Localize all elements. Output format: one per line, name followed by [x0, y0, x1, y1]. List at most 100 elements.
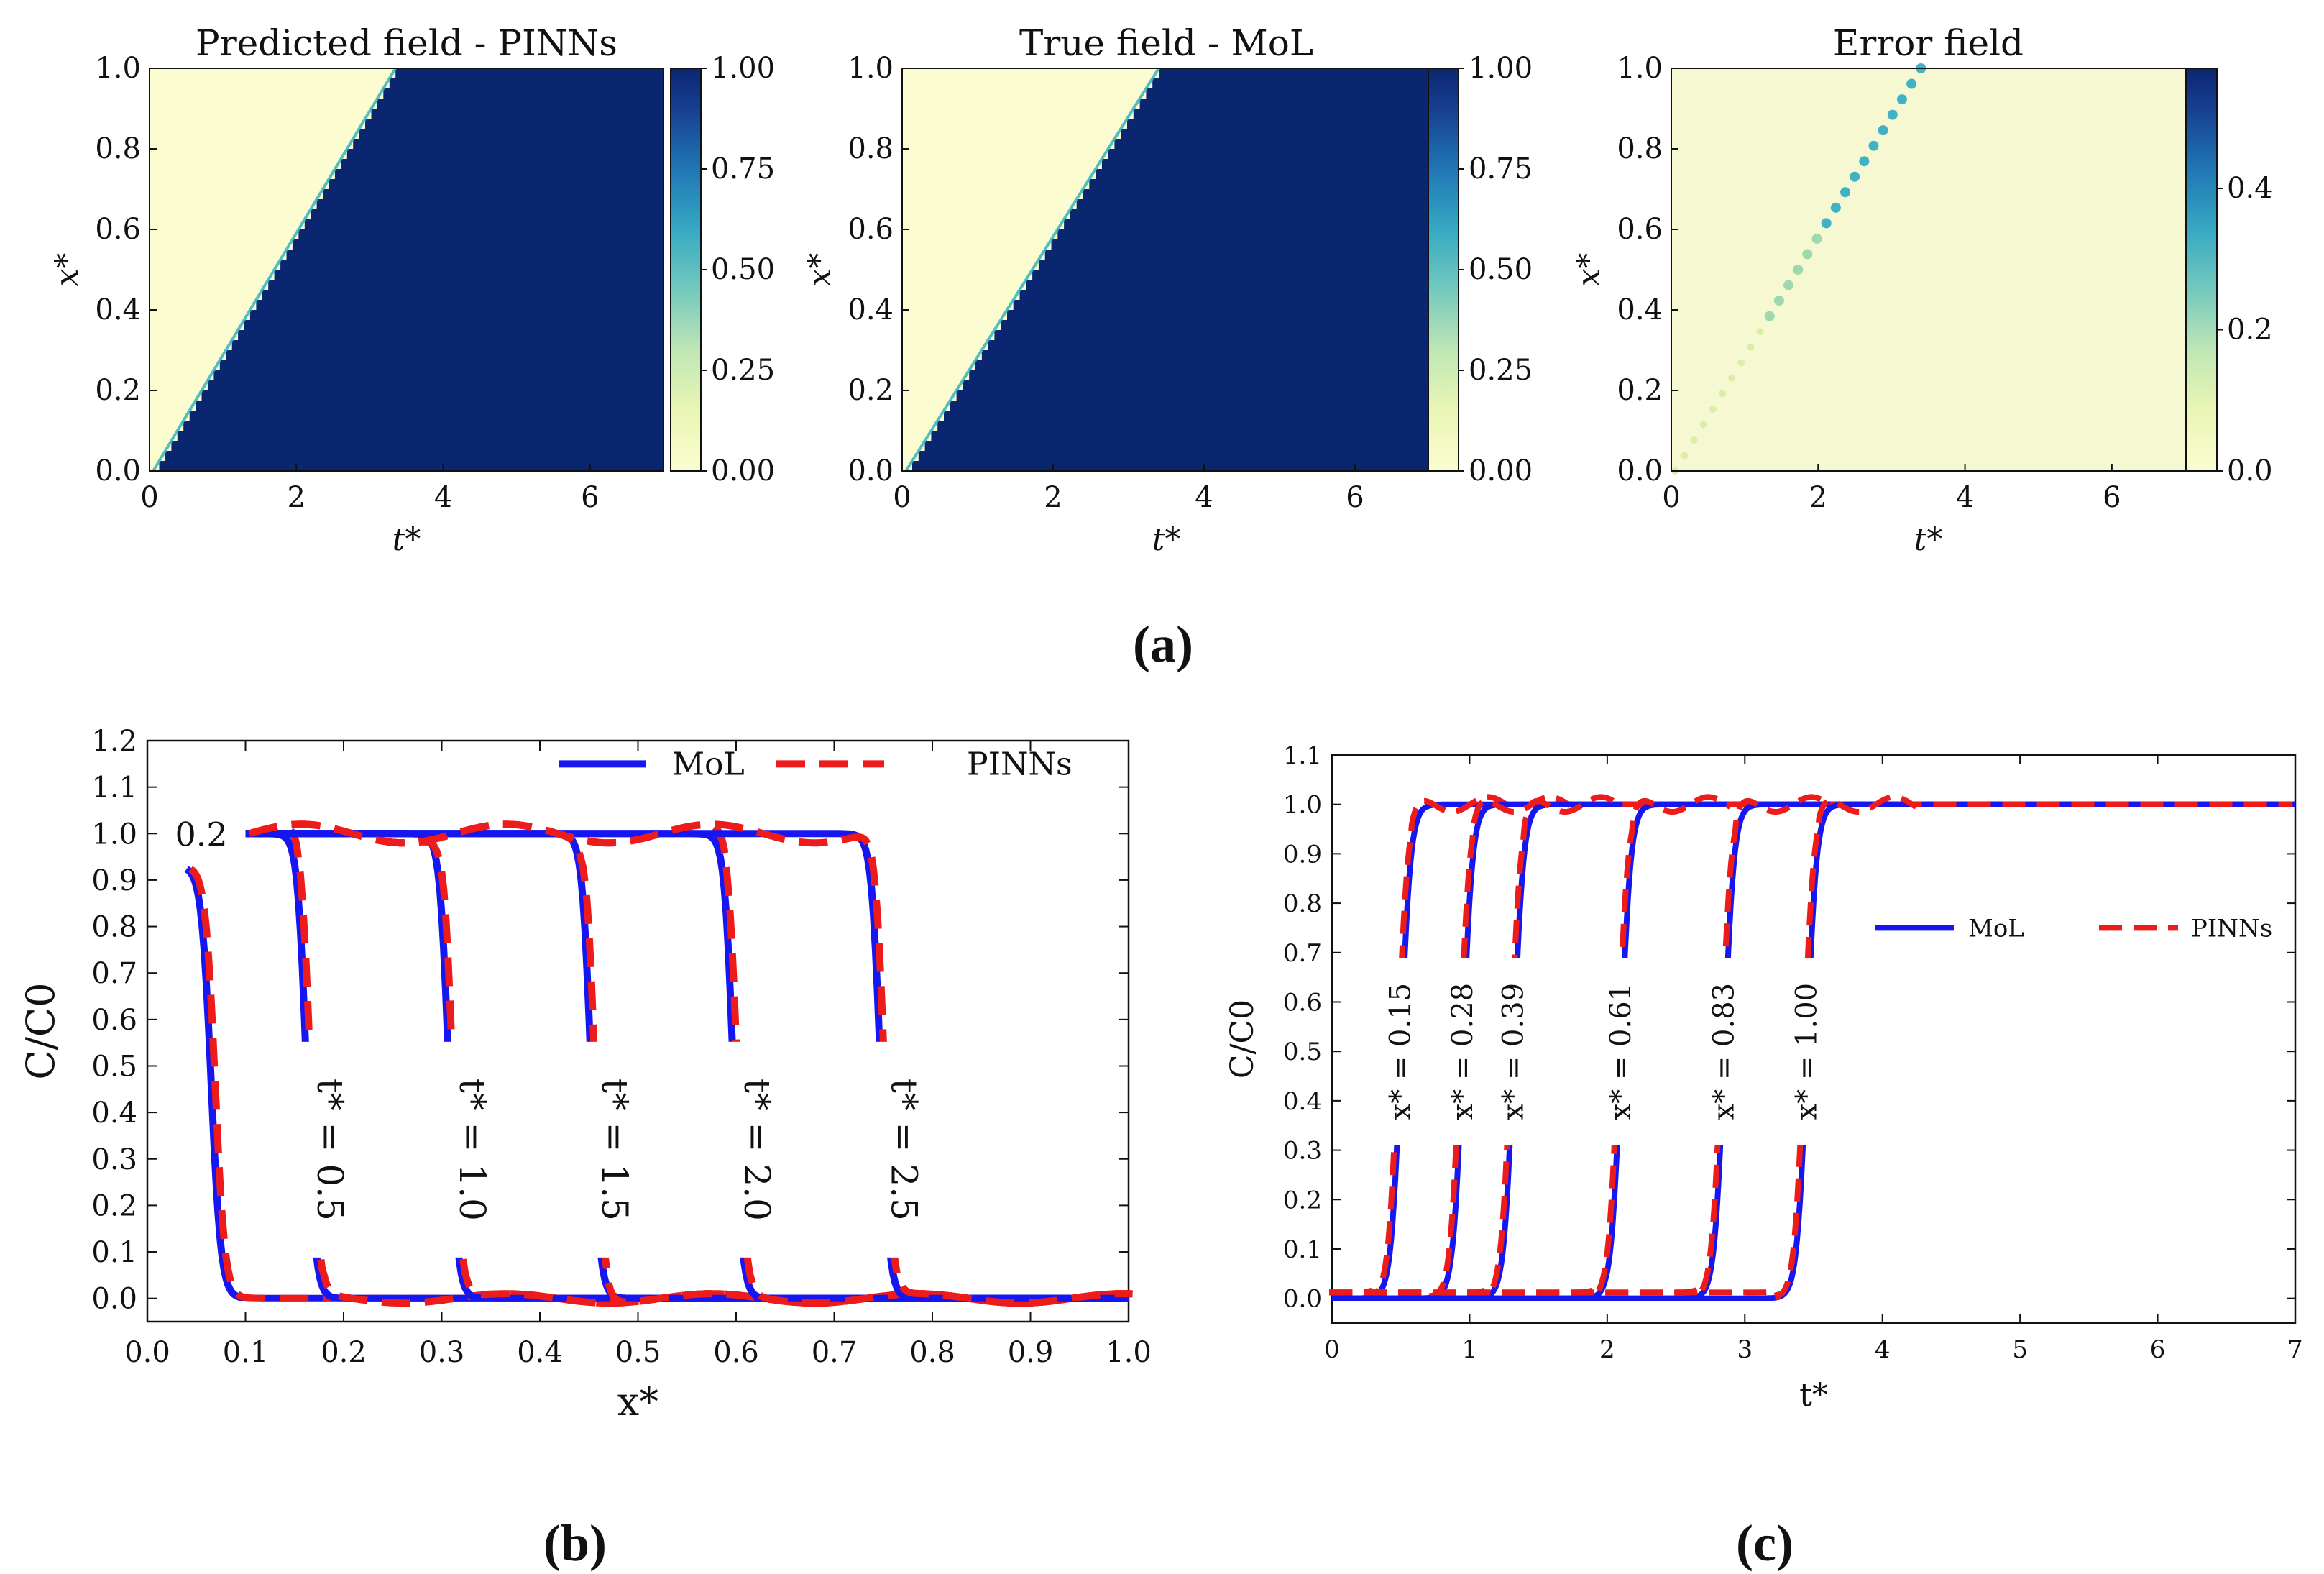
x-tick-label: 4	[1956, 481, 1974, 514]
y-tick-label: 0.6	[95, 213, 141, 246]
y-tick-label: 0.6	[91, 1004, 137, 1037]
y-axis-label: C/C0	[1224, 999, 1261, 1079]
y-tick-label: 0.0	[848, 454, 894, 488]
colorbar-tick-label: 1.00	[1469, 52, 1533, 85]
x-tick-label: 6	[581, 481, 599, 514]
error-band-marker	[1699, 421, 1707, 429]
y-tick-label: 0.6	[1617, 213, 1663, 246]
y-tick-label: 0.2	[1283, 1186, 1322, 1214]
x-tick-label: 0.1	[223, 1336, 269, 1369]
profile-label-background	[714, 1041, 752, 1258]
colorbar-true	[1428, 68, 1459, 472]
y-tick-label: 0.2	[95, 374, 141, 407]
error-band-marker	[1756, 328, 1764, 336]
y-tick-label: 1.0	[1283, 791, 1322, 820]
y-tick-label: 0.1	[1283, 1235, 1322, 1264]
legend-mol-label: MoL	[672, 746, 745, 782]
error-band-marker	[1830, 202, 1841, 213]
chart-title-true: True field - MoL	[1019, 22, 1313, 64]
y-tick-label: 0.1	[91, 1236, 137, 1269]
x-tick-label: 4	[1195, 481, 1213, 514]
breakthrough-label: x* = 0.83	[1708, 983, 1741, 1120]
mol-breakthrough-line	[1332, 801, 2295, 1301]
y-tick-label: 0.7	[91, 957, 137, 990]
error-band-marker	[1850, 171, 1860, 182]
x-tick-label: 0.0	[124, 1336, 170, 1369]
colorbar-tick-label: 0.50	[1469, 253, 1533, 286]
x-tick-label: 0	[140, 481, 158, 514]
x-tick-label: 2	[1044, 481, 1062, 514]
y-tick-label: 0.8	[95, 132, 141, 165]
breakthrough-label-background	[1384, 958, 1417, 1145]
x-tick-label: 6	[2103, 481, 2121, 514]
error-band-marker	[1859, 156, 1870, 167]
y-tick-label: 1.0	[91, 818, 137, 851]
y-tick-label: 0.4	[1283, 1087, 1322, 1116]
y-tick-label: 1.1	[91, 772, 137, 805]
colorbar-tick-label: 0.00	[711, 454, 775, 488]
colorbar-tick-label: 0.4	[2227, 172, 2273, 205]
x-tick-label: 3	[1737, 1335, 1753, 1364]
x-tick-label: 5	[2012, 1335, 2028, 1364]
y-axis-label: C/C0	[18, 982, 63, 1079]
error-band-marker	[1868, 140, 1879, 151]
y-tick-label: 1.2	[91, 725, 137, 758]
breakthrough-label: x* = 0.15	[1384, 983, 1418, 1120]
y-tick-label: 0.4	[91, 1097, 137, 1130]
y-tick-label: 1.0	[95, 52, 141, 85]
breakthrough-label: x* = 1.00	[1790, 983, 1823, 1120]
heatmap-front-edge-true	[904, 67, 1160, 472]
x-tick-label: 0.6	[713, 1336, 759, 1369]
error-band-marker	[1811, 233, 1822, 244]
error-band-marker	[1878, 125, 1888, 136]
error-band-marker	[1681, 452, 1689, 459]
error-band-marker	[1728, 374, 1736, 382]
x-tick-label: 2	[1809, 481, 1827, 514]
legend-mol-label: MoL	[1968, 914, 2024, 943]
x-tick-label: 4	[1875, 1335, 1891, 1364]
error-band-marker	[1821, 218, 1832, 229]
chart-title-predicted: Predicted field - PINNs	[196, 22, 617, 64]
profile-label: t* = 1.5	[594, 1079, 635, 1221]
x-tick-label: 4	[434, 481, 452, 514]
x-tick-label: 6	[1346, 481, 1364, 514]
colorbar-tick-label: 0.75	[1469, 152, 1533, 186]
x-tick-label: 0.7	[812, 1336, 858, 1369]
x-tick-label: 0	[1662, 481, 1680, 514]
heatmap-saturated-region-true	[906, 68, 1430, 471]
colorbar-tick-label: 0.25	[711, 354, 775, 387]
error-band-marker	[1793, 265, 1804, 275]
error-band-marker	[1737, 359, 1745, 367]
x-tick-label: 7	[2287, 1335, 2303, 1364]
y-axis-label: x*	[1571, 253, 1607, 287]
heatmap-saturated-region-predicted	[153, 68, 664, 471]
y-tick-label: 0.2	[848, 374, 894, 407]
x-tick-label: 6	[2150, 1335, 2166, 1364]
profile-label-background	[288, 1041, 326, 1258]
legend-pinns-label: PINNs	[2191, 914, 2272, 943]
x-tick-label: 0.9	[1008, 1336, 1054, 1369]
y-tick-label: 0.9	[1283, 840, 1322, 869]
breakthrough-label: x* = 0.39	[1497, 983, 1530, 1120]
profile-label: t* = 2.0	[736, 1079, 778, 1221]
x-tick-label: 0.8	[909, 1336, 955, 1369]
error-band-marker	[1906, 78, 1917, 89]
y-axis-label: x*	[802, 253, 838, 287]
profile-label-background	[861, 1041, 899, 1258]
panel-label-a: (a)	[1133, 616, 1193, 673]
y-axis-label: x*	[49, 253, 86, 287]
breakthrough-label: x* = 0.61	[1604, 983, 1638, 1120]
error-band-marker	[1896, 94, 1907, 105]
breakthrough-label: x* = 0.28	[1446, 983, 1479, 1120]
legend-pinns-label: PINNs	[967, 746, 1073, 782]
y-tick-label: 1.0	[1617, 52, 1663, 85]
colorbar-tick-label: 0.0	[2227, 454, 2273, 488]
breakthrough-label-background	[1446, 958, 1479, 1145]
breakthrough-label-background	[1605, 958, 1637, 1145]
x-axis-label: t*	[1799, 1377, 1828, 1414]
heatmap-front-edge-predicted	[152, 67, 397, 472]
profile-label-background	[571, 1041, 610, 1258]
y-tick-label: 0.3	[1283, 1137, 1322, 1166]
x-tick-label: 1.0	[1106, 1336, 1152, 1369]
x-axis-label: t*	[1152, 521, 1181, 558]
